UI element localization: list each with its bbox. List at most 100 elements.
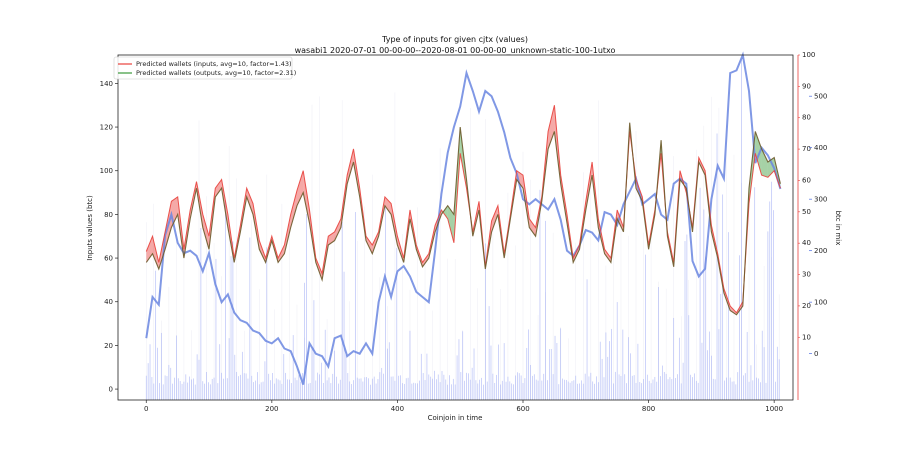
mix-bar — [413, 382, 415, 400]
mix-bar — [769, 201, 771, 400]
mix-bar — [181, 383, 183, 400]
mix-bar — [240, 374, 241, 400]
mix-bar — [594, 383, 595, 400]
plot-frame — [117, 54, 794, 401]
difference-fill-segment — [202, 214, 209, 250]
mix-bar — [518, 373, 520, 400]
mix-bar — [522, 383, 524, 400]
mix-bar — [582, 383, 584, 400]
mix-bar — [562, 378, 563, 400]
mix-bar — [290, 383, 292, 400]
mix-bar — [324, 329, 326, 400]
chart-title: Type of inputs for given cjtx (values) — [381, 35, 528, 44]
mix-bar — [549, 349, 550, 400]
mix-bar — [709, 331, 710, 400]
mix-bar — [196, 354, 198, 400]
mix-bar — [398, 375, 400, 400]
mix-bar — [724, 380, 725, 400]
mix-bar — [257, 372, 258, 400]
mix-bar — [149, 344, 151, 400]
y-tick-label: 100 — [100, 167, 113, 175]
mix-bar — [731, 381, 733, 400]
mix-bar — [407, 377, 409, 400]
mix-bar — [338, 383, 339, 400]
mix-bar — [151, 377, 153, 400]
mix-bar — [170, 367, 172, 400]
mix-bar — [336, 376, 337, 400]
mix-bar — [680, 383, 682, 400]
mix-bar — [232, 241, 234, 400]
mix-bar — [209, 384, 211, 400]
mix-bar — [287, 379, 288, 400]
mix-bar — [692, 377, 693, 400]
difference-fill-segment — [334, 218, 341, 241]
mix-bar — [217, 383, 219, 400]
mix-bar — [726, 377, 727, 400]
mix-bar — [162, 384, 164, 400]
mix-bar — [392, 376, 394, 400]
difference-fill-segment — [384, 196, 392, 215]
mix-bar — [466, 372, 467, 400]
mix-bar — [654, 376, 656, 400]
x-tick-label: 200 — [265, 405, 278, 413]
mix-bar — [275, 378, 277, 400]
difference-fill-segment — [447, 205, 454, 243]
mix-bar — [270, 380, 271, 400]
mix-bar — [765, 382, 767, 400]
mix-bar — [191, 379, 192, 400]
mix-bar — [426, 353, 428, 400]
mix-bar — [758, 378, 759, 400]
mix-bar — [283, 354, 285, 400]
y-tick-label: 120 — [100, 124, 113, 132]
mix-bar — [505, 381, 507, 400]
mix-bar — [550, 349, 552, 400]
mix-bar — [437, 374, 439, 400]
mix-bar — [417, 383, 418, 400]
series-line-mix — [145, 51, 782, 385]
mix-bar — [211, 378, 213, 400]
red-tick-label: 100 — [802, 51, 815, 59]
difference-fill-segment — [303, 170, 310, 224]
mix-bar — [419, 380, 420, 400]
legend-box — [113, 56, 293, 80]
red-tick-label: 10 — [802, 333, 811, 341]
mix-bar — [712, 378, 714, 400]
mix-bar — [624, 374, 626, 400]
difference-fill-segment — [491, 205, 498, 232]
mix-bar — [296, 380, 298, 400]
mix-bar — [526, 347, 528, 400]
mix-bar — [543, 373, 545, 400]
y-tick-label: 20 — [104, 342, 113, 350]
mix-bar — [368, 378, 369, 400]
mix-bar — [449, 375, 450, 400]
red-tick-label: 50 — [802, 208, 811, 216]
background-detail-lines — [146, 92, 780, 400]
mix-bar — [501, 380, 503, 400]
legend: Predicted wallets (inputs, avg=10, facto… — [113, 56, 296, 80]
mix-bar — [302, 373, 303, 400]
mix-bar — [422, 373, 424, 400]
legend-label-inputs: Predicted wallets (inputs, avg=10, facto… — [136, 60, 292, 68]
mix-bar — [597, 382, 599, 400]
mix-bar — [228, 338, 230, 400]
mix-bar — [492, 373, 494, 400]
mix-bar — [565, 379, 567, 400]
mix-bar — [306, 213, 307, 400]
mix-bar — [187, 382, 189, 400]
mix-bar — [189, 376, 190, 400]
mix-bar — [234, 354, 236, 400]
mix-bar — [260, 382, 262, 400]
mix-bar — [390, 376, 392, 400]
mix-bar — [439, 382, 441, 400]
mix-bar — [675, 378, 676, 400]
mix-bar — [456, 355, 458, 400]
mix-bar — [157, 347, 158, 400]
mix-bar — [356, 377, 358, 400]
mix-bar — [394, 380, 396, 400]
mix-bar — [571, 381, 573, 400]
y-tick-label: 140 — [100, 80, 113, 88]
mix-bar — [703, 209, 705, 400]
mix-bar — [690, 374, 692, 400]
mix-bar — [513, 384, 514, 400]
mix-bar — [160, 332, 162, 400]
